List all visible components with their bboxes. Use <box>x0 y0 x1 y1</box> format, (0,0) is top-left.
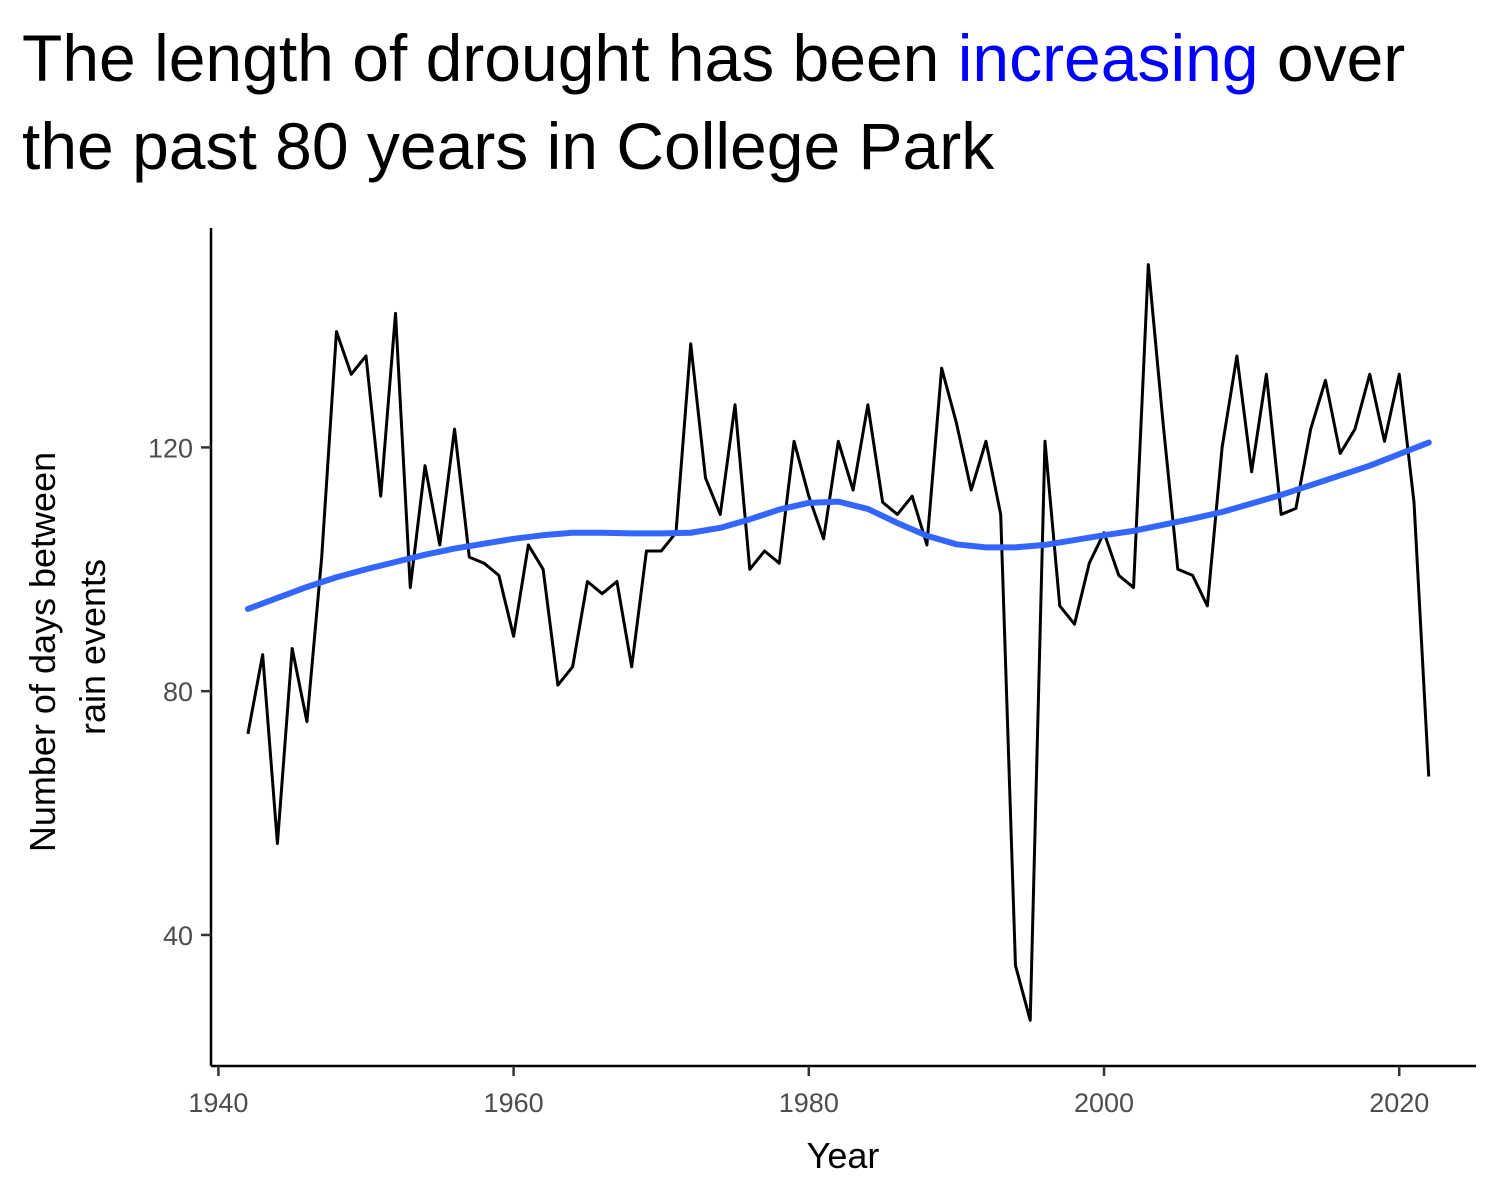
y-tick-label-40: 40 <box>163 921 193 951</box>
x-tick-label-1940: 1940 <box>188 1088 248 1118</box>
title-highlight-word: increasing <box>957 21 1259 95</box>
y-axis-title-line-2: rain events <box>72 559 113 735</box>
observed-line <box>246 263 1431 1022</box>
chart-title: The length of drought has been increasin… <box>22 14 1492 190</box>
x-tick-label-1960: 1960 <box>484 1088 544 1118</box>
series-layer <box>244 263 1432 1022</box>
y-tick-label-120: 120 <box>148 433 193 463</box>
title-text-before: The length of drought has been <box>22 21 958 95</box>
trend-line <box>244 439 1432 612</box>
y-axis-title: Number of days between rain events <box>22 442 113 852</box>
x-tick-label-2000: 2000 <box>1074 1088 1134 1118</box>
x-axis-title: Year <box>807 1135 880 1176</box>
x-tick-label-1980: 1980 <box>779 1088 839 1118</box>
y-axis-title-line-1: Number of days between <box>22 452 63 852</box>
y-tick-label-80: 80 <box>163 677 193 707</box>
ticks-layer: 1940 1960 1980 2000 2020 40 80 120 <box>148 433 1429 1118</box>
title-text-after: over the past 80 years in College Park <box>22 21 1406 183</box>
x-tick-label-2020: 2020 <box>1369 1088 1429 1118</box>
